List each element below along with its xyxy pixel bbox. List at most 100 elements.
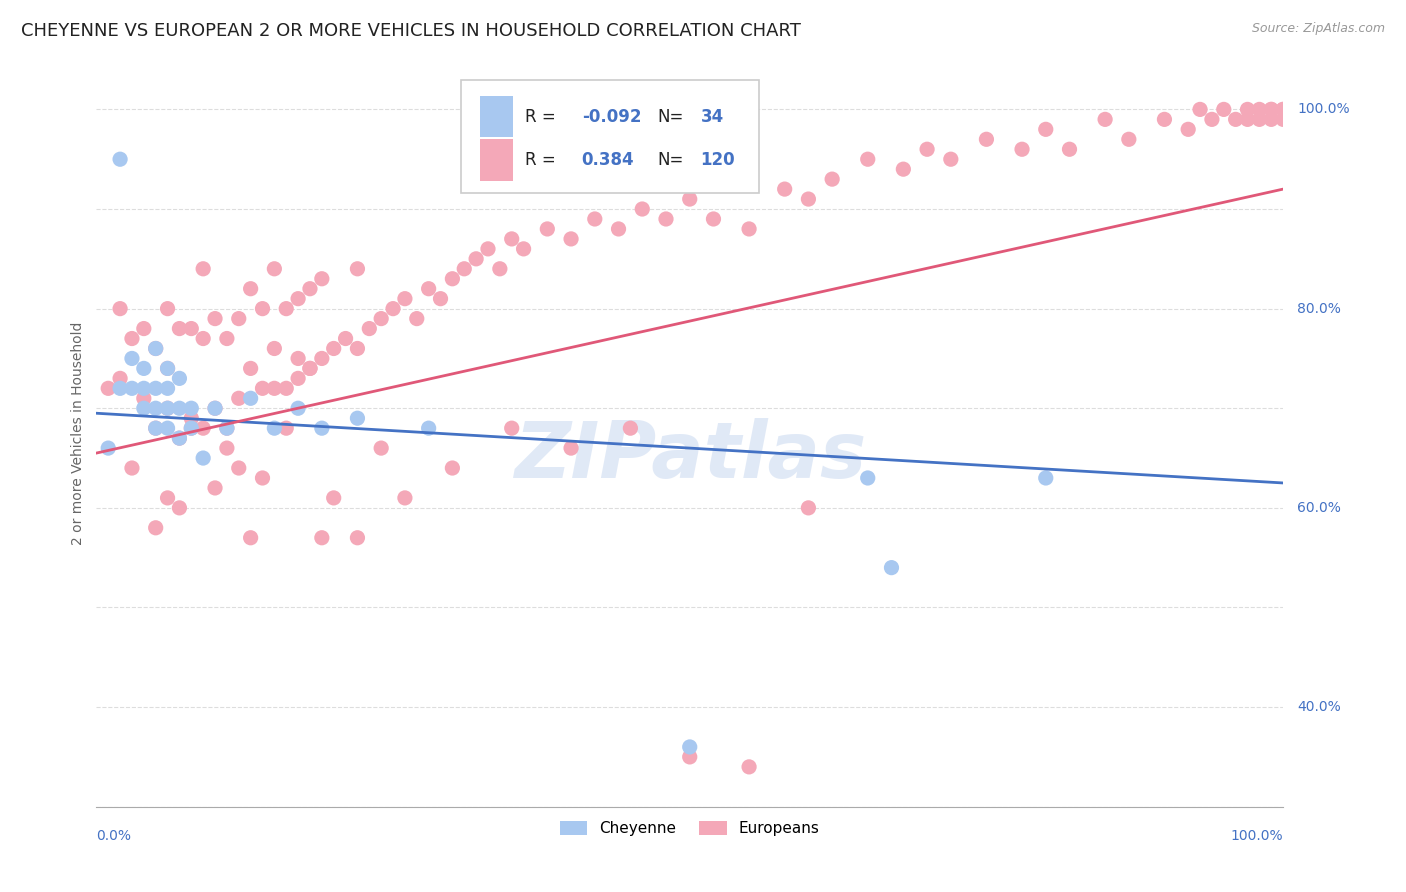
Point (939, 152, 962, 166)
Point (156, 401, 179, 416)
Point (1236, 103, 1258, 117)
Point (239, 282, 262, 296)
Point (477, 242, 499, 256)
Point (489, 261, 512, 276)
Text: 0.0%: 0.0% (97, 830, 131, 843)
Point (156, 361, 179, 376)
Point (180, 421, 202, 435)
Point (1011, 142, 1033, 156)
Point (631, 202, 654, 216)
Point (180, 421, 202, 435)
Point (501, 232, 523, 246)
Point (1225, 112, 1247, 127)
Point (322, 342, 344, 356)
Point (287, 401, 309, 416)
Point (560, 232, 582, 246)
Point (180, 401, 202, 416)
Point (1094, 112, 1116, 127)
Bar (479, 139, 513, 180)
Point (276, 301, 298, 316)
Point (679, 192, 702, 206)
Point (536, 222, 558, 236)
Point (239, 392, 262, 406)
Point (1035, 471, 1057, 485)
Point (607, 222, 630, 236)
Point (418, 282, 440, 296)
Point (976, 132, 998, 146)
Text: N=: N= (658, 151, 685, 169)
Point (1118, 132, 1140, 146)
Point (773, 182, 796, 196)
Point (679, 739, 702, 754)
Text: 40.0%: 40.0% (1298, 700, 1341, 714)
Point (311, 421, 333, 435)
Point (121, 351, 143, 366)
Point (891, 162, 914, 177)
Point (145, 381, 167, 395)
Point (156, 491, 179, 505)
Point (465, 252, 488, 266)
Text: ZIPatlas: ZIPatlas (513, 417, 866, 493)
Point (346, 531, 368, 545)
Point (132, 361, 155, 376)
Point (382, 301, 405, 316)
Y-axis label: 2 or more Vehicles in Household: 2 or more Vehicles in Household (72, 321, 86, 545)
Point (679, 750, 702, 764)
Point (156, 421, 179, 435)
Point (418, 421, 440, 435)
Point (156, 361, 179, 376)
Point (441, 461, 464, 475)
Point (1272, 103, 1295, 117)
Point (335, 332, 357, 346)
FancyBboxPatch shape (461, 79, 759, 193)
Point (97, 441, 120, 455)
Point (619, 421, 641, 435)
Point (132, 392, 155, 406)
Point (108, 301, 131, 316)
Point (346, 411, 368, 425)
Point (228, 311, 250, 326)
Text: 80.0%: 80.0% (1298, 301, 1341, 316)
Point (169, 321, 191, 335)
Point (311, 531, 333, 545)
Text: R =: R = (524, 151, 555, 169)
Text: 100.0%: 100.0% (1230, 830, 1284, 843)
Legend: Cheyenne, Europeans: Cheyenne, Europeans (553, 814, 828, 844)
Point (132, 321, 155, 335)
Point (156, 381, 179, 395)
Point (263, 261, 285, 276)
Point (204, 311, 226, 326)
Point (215, 421, 238, 435)
Point (1059, 142, 1081, 156)
Point (145, 521, 167, 535)
Point (156, 301, 179, 316)
Point (1272, 103, 1295, 117)
Point (169, 431, 191, 445)
Text: R =: R = (524, 108, 555, 126)
Point (97, 381, 120, 395)
Point (252, 381, 274, 395)
Point (1260, 112, 1282, 127)
Point (1249, 103, 1271, 117)
Text: CHEYENNE VS EUROPEAN 2 OR MORE VEHICLES IN HOUSEHOLD CORRELATION CHART: CHEYENNE VS EUROPEAN 2 OR MORE VEHICLES … (21, 22, 801, 40)
Point (108, 381, 131, 395)
Point (108, 371, 131, 385)
Point (738, 760, 761, 774)
Point (738, 222, 761, 236)
Point (108, 152, 131, 166)
Point (287, 292, 309, 306)
Point (145, 342, 167, 356)
Point (1189, 103, 1212, 117)
Point (239, 361, 262, 376)
Point (298, 282, 321, 296)
Point (359, 321, 381, 335)
Point (145, 401, 167, 416)
Point (322, 491, 344, 505)
Point (121, 381, 143, 395)
Point (797, 500, 820, 515)
Point (191, 421, 214, 435)
Point (1260, 103, 1282, 117)
Point (1260, 103, 1282, 117)
Point (1249, 112, 1271, 127)
Point (252, 301, 274, 316)
